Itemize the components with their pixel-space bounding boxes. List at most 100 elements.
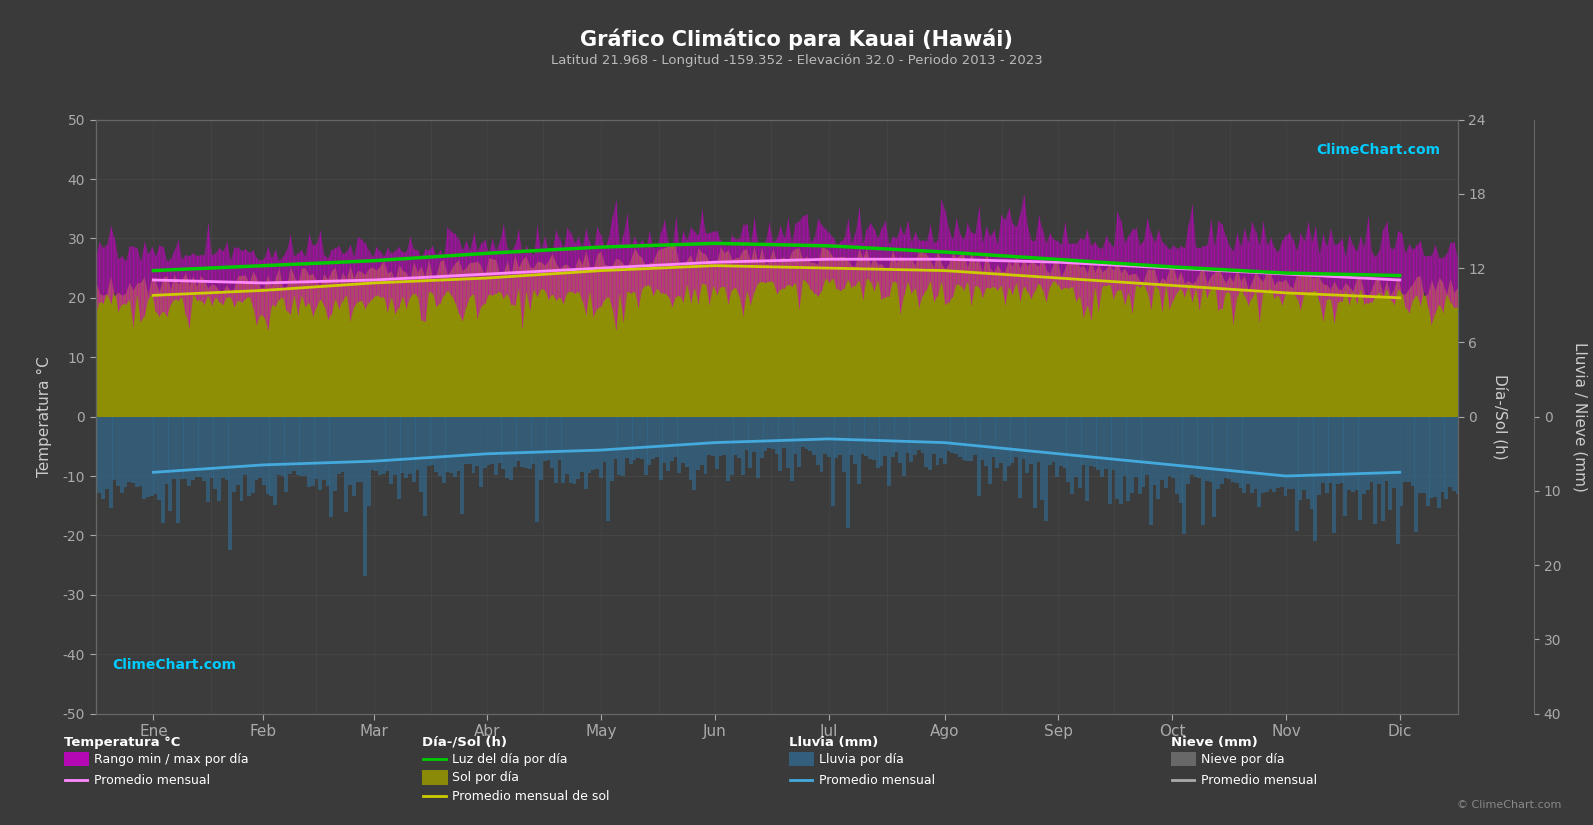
Bar [730, 417, 734, 474]
Bar [142, 417, 147, 499]
Bar [782, 417, 785, 448]
Bar [199, 417, 202, 477]
Bar [618, 417, 621, 475]
Bar [314, 417, 319, 479]
Bar [693, 417, 696, 489]
Bar [422, 417, 427, 516]
Bar [430, 417, 435, 464]
Bar [333, 417, 338, 491]
Bar [607, 417, 610, 521]
Bar [943, 417, 946, 464]
Bar [1209, 417, 1212, 482]
Bar [1359, 417, 1362, 521]
Bar [599, 417, 602, 478]
Bar [749, 417, 752, 468]
Bar [1204, 417, 1209, 481]
Text: Día-/Sol (h): Día-/Sol (h) [422, 736, 507, 749]
Bar [186, 417, 191, 486]
Bar [1384, 417, 1389, 481]
Bar [812, 417, 816, 455]
Bar [843, 417, 846, 473]
Bar [1085, 417, 1090, 501]
Bar [446, 417, 449, 472]
Bar [838, 417, 843, 455]
Bar [846, 417, 849, 528]
Bar [957, 417, 962, 456]
Bar [274, 417, 277, 506]
Bar [1332, 417, 1337, 533]
Bar [572, 417, 577, 484]
Bar [752, 417, 757, 451]
Bar [1129, 417, 1134, 493]
Bar [228, 417, 233, 549]
Text: Rango min / max por día: Rango min / max por día [94, 752, 249, 766]
Bar [1018, 417, 1021, 497]
Bar [640, 417, 644, 460]
Bar [602, 417, 607, 463]
Bar [1365, 417, 1370, 490]
Bar [857, 417, 860, 483]
Bar [1015, 417, 1018, 457]
Bar [1381, 417, 1384, 521]
Bar [210, 417, 213, 478]
Bar [1265, 417, 1268, 492]
Bar [1187, 417, 1190, 484]
Bar [475, 417, 479, 466]
Bar [172, 417, 177, 478]
Bar [1101, 417, 1104, 477]
Text: Temperatura °C: Temperatura °C [64, 736, 180, 749]
Bar [486, 417, 491, 464]
Bar [135, 417, 139, 488]
Bar [527, 417, 532, 469]
Bar [419, 417, 424, 492]
Bar [285, 417, 288, 492]
Bar [131, 417, 135, 483]
Bar [371, 417, 374, 469]
Bar [588, 417, 591, 473]
Bar [494, 417, 499, 475]
Bar [785, 417, 790, 468]
Bar [652, 417, 655, 460]
Bar [1301, 417, 1306, 490]
Bar [569, 417, 573, 483]
Bar [100, 417, 105, 499]
Bar [1149, 417, 1153, 526]
Bar [1246, 417, 1251, 484]
Bar [1434, 417, 1437, 497]
Bar [236, 417, 239, 485]
Bar [707, 417, 710, 455]
Bar [1254, 417, 1257, 488]
Bar [441, 417, 446, 483]
Bar [405, 417, 408, 478]
Bar [1279, 417, 1284, 488]
Bar [1306, 417, 1309, 499]
Bar [696, 417, 699, 470]
Bar [1340, 417, 1343, 483]
Bar [161, 417, 166, 523]
Bar [319, 417, 322, 490]
Bar [849, 417, 854, 455]
Bar [827, 417, 832, 457]
Bar [296, 417, 299, 474]
Bar [438, 417, 441, 476]
Bar [1295, 417, 1298, 530]
Bar [771, 417, 774, 449]
Bar [1423, 417, 1426, 493]
Bar [427, 417, 430, 466]
Bar [1426, 417, 1429, 507]
Bar [255, 417, 258, 479]
Bar [468, 417, 472, 464]
Bar [801, 417, 804, 447]
Bar [744, 417, 749, 450]
Bar [505, 417, 510, 478]
Bar [596, 417, 599, 469]
Bar [577, 417, 580, 478]
Bar [1392, 417, 1395, 488]
Bar [366, 417, 371, 506]
Text: © ClimeChart.com: © ClimeChart.com [1456, 800, 1561, 810]
Bar [935, 417, 940, 464]
Bar [1400, 417, 1403, 506]
Bar [352, 417, 355, 496]
Bar [902, 417, 906, 476]
Text: Gráfico Climático para Kauai (Hawái): Gráfico Climático para Kauai (Hawái) [580, 29, 1013, 50]
